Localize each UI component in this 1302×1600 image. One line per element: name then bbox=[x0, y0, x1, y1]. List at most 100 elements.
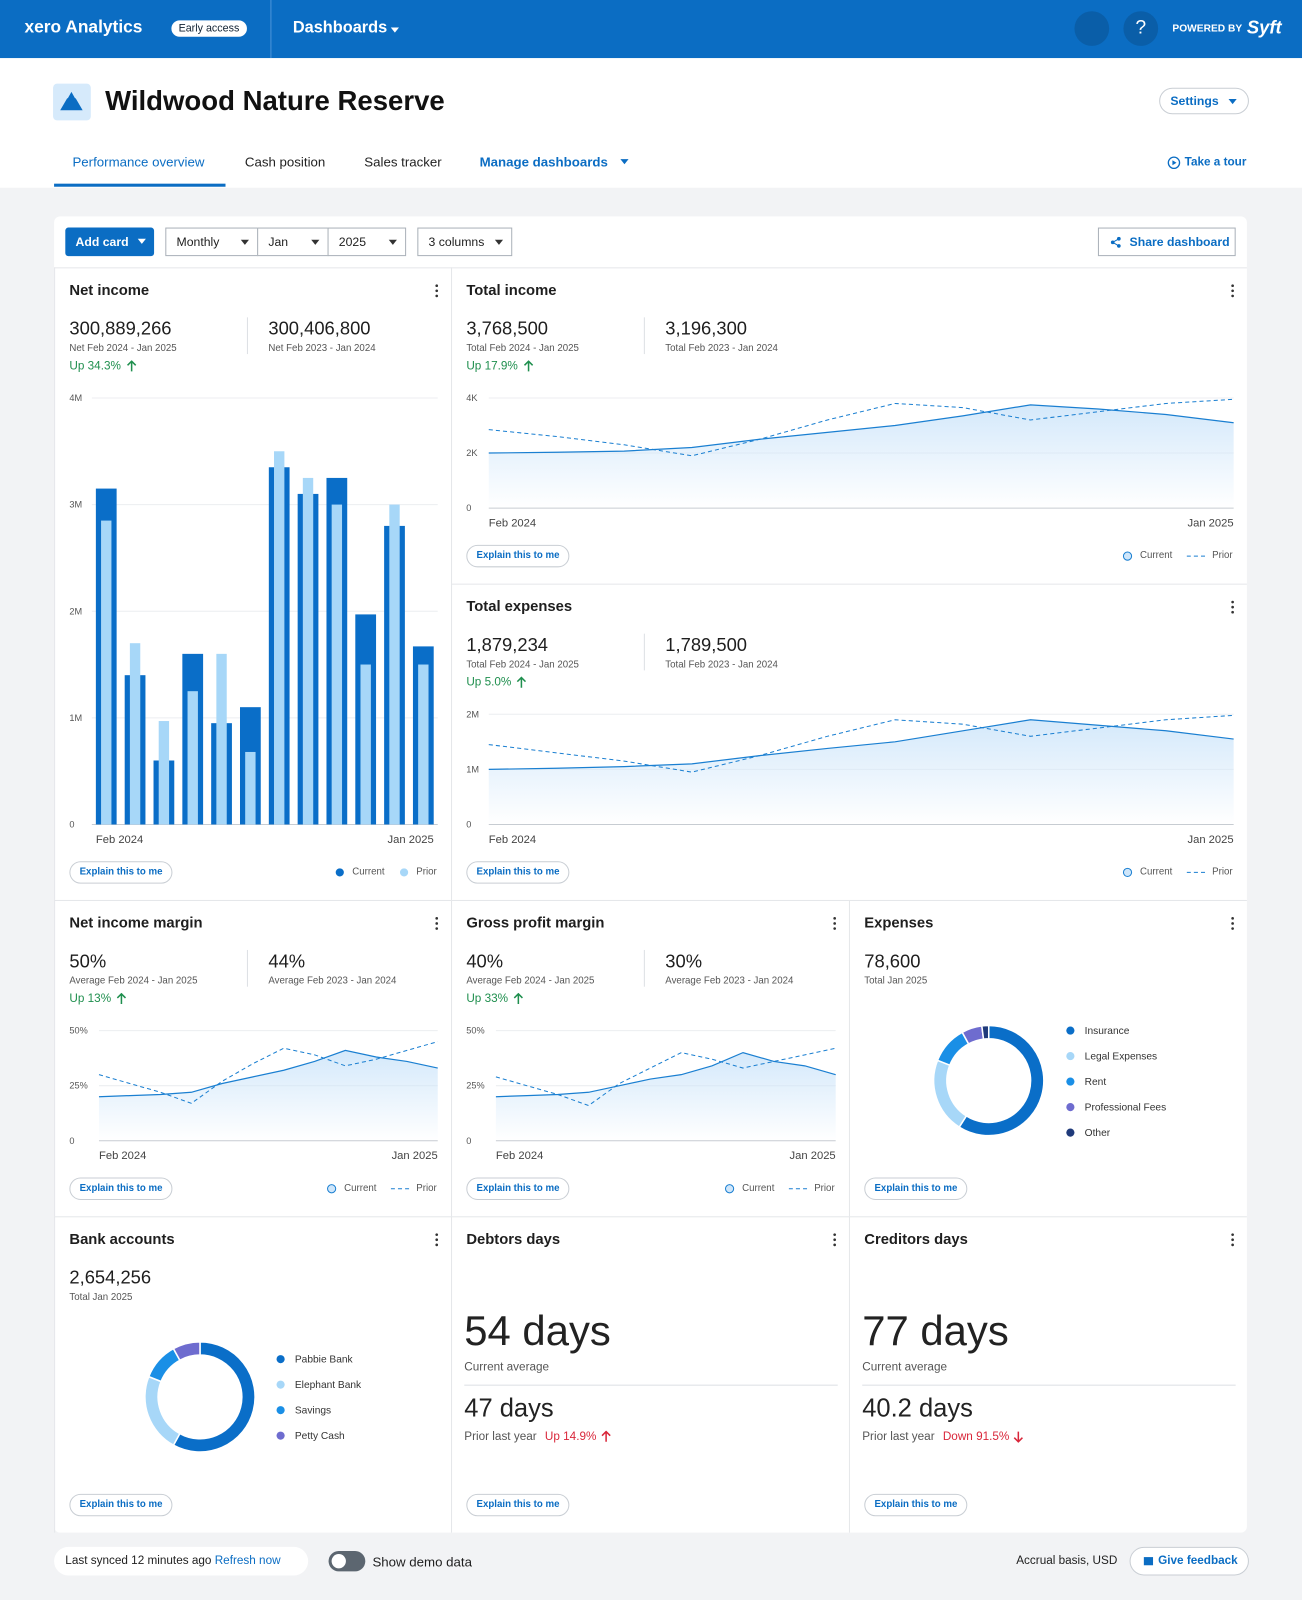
area bbox=[495, 1052, 836, 1141]
year-label: 2025 bbox=[338, 234, 367, 249]
arrow-path bbox=[513, 992, 523, 1005]
refresh-link[interactable]: Refresh now bbox=[214, 1555, 281, 1568]
y-tick-label: 2M bbox=[69, 606, 82, 616]
legend-marker bbox=[399, 867, 409, 876]
sync-status: Last synced 12 minutes ago Refresh now bbox=[54, 1546, 309, 1576]
menu-dot bbox=[1231, 927, 1234, 930]
card-menu bbox=[435, 1233, 439, 1247]
explain-button[interactable]: Explain this to me bbox=[864, 1493, 968, 1517]
explain-button[interactable]: Explain this to me bbox=[466, 861, 570, 884]
menu-dot bbox=[435, 927, 439, 930]
brand[interactable]: xero Analytics bbox=[24, 17, 143, 37]
demo-toggle[interactable] bbox=[328, 1550, 366, 1572]
arrow-path bbox=[127, 360, 137, 372]
marker-dot bbox=[327, 1183, 337, 1193]
tab[interactable]: Cash position bbox=[244, 154, 326, 170]
menu-dot bbox=[1231, 1233, 1234, 1236]
explain-button[interactable]: Explain this to me bbox=[466, 1493, 570, 1517]
explain-button[interactable]: Explain this to me bbox=[466, 544, 570, 568]
stat-label: Average Feb 2023 - Jan 2024 bbox=[268, 975, 397, 987]
line bbox=[488, 714, 1234, 773]
badge: Early access bbox=[171, 20, 247, 37]
caret bbox=[240, 239, 249, 245]
bar bbox=[302, 477, 314, 825]
arrow-path bbox=[116, 992, 127, 1005]
tab[interactable]: Manage dashboards bbox=[479, 154, 608, 170]
days-prior-label: Prior last year bbox=[862, 1430, 935, 1443]
legend: Current Prior bbox=[1123, 550, 1233, 561]
y-tick-label: 0 bbox=[466, 820, 471, 830]
arrow-path bbox=[516, 676, 527, 688]
y-tick-label: 0 bbox=[466, 1136, 471, 1146]
bar bbox=[360, 664, 371, 825]
settings-button[interactable]: Settings bbox=[1159, 87, 1249, 115]
stat-value: 44% bbox=[268, 950, 306, 972]
legend-marker bbox=[276, 1380, 285, 1389]
bar bbox=[101, 520, 112, 825]
page-title: Wildwood Nature Reserve bbox=[105, 85, 445, 117]
explain-button[interactable]: Explain this to me bbox=[466, 1177, 570, 1200]
card-title: Gross profit margin bbox=[466, 915, 605, 932]
bar bbox=[129, 643, 141, 825]
month-select[interactable]: Jan bbox=[257, 227, 329, 257]
x-tick-label: Feb 2024 bbox=[96, 834, 143, 846]
menu-dot bbox=[1231, 917, 1234, 920]
explain-button[interactable]: Explain this to me bbox=[69, 1493, 173, 1517]
announce-icon[interactable] bbox=[1074, 11, 1110, 46]
stat-divider bbox=[643, 633, 645, 671]
explain-button[interactable]: Explain this to me bbox=[69, 861, 173, 884]
stat-value: 1,879,234 bbox=[466, 634, 549, 656]
stat-value: 3,768,500 bbox=[466, 318, 549, 339]
menu-dot bbox=[1231, 289, 1234, 293]
menu-dot bbox=[1231, 1238, 1234, 1242]
share-button[interactable]: Share dashboard bbox=[1097, 227, 1236, 257]
menu-dot bbox=[1231, 294, 1234, 298]
stat-label: Total Feb 2023 - Jan 2024 bbox=[665, 342, 778, 355]
days-current-label: Current average bbox=[464, 1361, 550, 1374]
arrow-path bbox=[601, 1430, 611, 1442]
columns-select[interactable]: 3 columns bbox=[417, 227, 513, 257]
legend-label: Professional Fees bbox=[1085, 1103, 1167, 1114]
menu-dot bbox=[833, 927, 836, 930]
stat-change: Up 5.0% bbox=[466, 676, 512, 689]
card: 0 25% 50% Feb 2024 Jan 2025 Net income margin… bbox=[54, 899, 452, 1217]
menu-dot bbox=[435, 922, 439, 925]
legend-label: Rent bbox=[1085, 1077, 1107, 1088]
explain-button[interactable]: Explain this to me bbox=[69, 1177, 173, 1200]
tab[interactable]: Performance overview bbox=[72, 154, 205, 170]
menu[interactable]: Dashboards bbox=[292, 19, 388, 37]
feedback-button[interactable]: Give feedback bbox=[1129, 1546, 1249, 1576]
period-select[interactable]: Monthly bbox=[165, 227, 259, 257]
explain-button[interactable]: Explain this to me bbox=[864, 1177, 968, 1200]
y-tick-label: 50% bbox=[466, 1026, 484, 1036]
add-card-label: Add card bbox=[75, 234, 129, 249]
stat-value: 78,600 bbox=[864, 950, 921, 972]
legend: Current Prior bbox=[327, 1183, 437, 1194]
x-tick-label: Jan 2025 bbox=[790, 1150, 836, 1162]
card-menu bbox=[1231, 917, 1234, 930]
card-title: Net income bbox=[69, 282, 150, 299]
toggle-knob bbox=[331, 1554, 346, 1569]
legend-item: Current bbox=[1123, 550, 1172, 561]
legend-marker bbox=[276, 1406, 285, 1415]
legend-item: Prior bbox=[788, 1183, 835, 1194]
days-change: Up 14.9% bbox=[544, 1430, 597, 1443]
card-graphics: 0 25% 50% Feb 2024 Jan 2025 bbox=[466, 1026, 836, 1162]
menu-dot bbox=[1231, 600, 1234, 604]
legend-marker bbox=[1186, 871, 1206, 873]
help-icon[interactable]: ? bbox=[1123, 11, 1159, 46]
stat-value: 2,654,256 bbox=[69, 1267, 152, 1288]
trend-arrow bbox=[601, 1430, 611, 1442]
menu-dot bbox=[833, 922, 836, 925]
tab[interactable]: Sales tracker bbox=[364, 154, 442, 170]
add-card-button[interactable]: Add card bbox=[65, 227, 155, 257]
line bbox=[98, 1041, 438, 1104]
stat-label: Total Feb 2024 - Jan 2025 bbox=[466, 342, 579, 355]
tour-link[interactable]: Take a tour bbox=[1184, 156, 1247, 169]
stat-divider bbox=[643, 317, 645, 355]
stat-divider bbox=[643, 949, 645, 987]
year-select[interactable]: 2025 bbox=[327, 227, 407, 257]
x-tick-label: Feb 2024 bbox=[496, 1150, 543, 1162]
legend-label: Prior bbox=[1212, 866, 1233, 878]
